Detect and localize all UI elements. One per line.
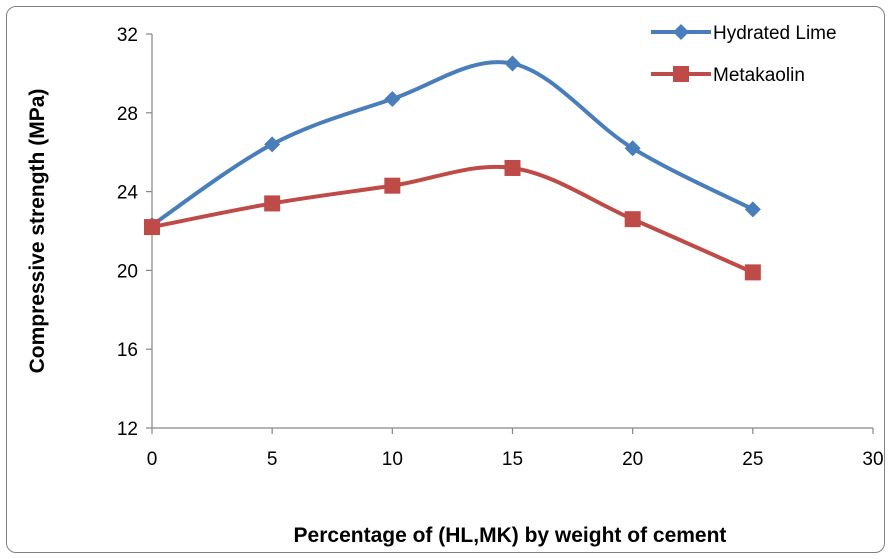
y-tick-label: 16	[117, 340, 138, 361]
y-tick-label: 20	[117, 261, 138, 282]
y-axis-ticks: 12 16 20 24 28 32	[117, 25, 152, 440]
legend-item-hydrated-lime: Hydrated Lime	[651, 23, 837, 44]
data-point-metakaolin	[144, 219, 160, 236]
data-point-hydrated-lime	[264, 136, 281, 153]
data-point-metakaolin	[384, 177, 401, 194]
data-point-hydrated-lime	[384, 91, 401, 108]
x-tick-label: 0	[147, 449, 158, 470]
x-tick-label: 30	[862, 449, 883, 470]
data-point-metakaolin	[504, 159, 521, 176]
legend-item-metakaolin: Metakaolin	[651, 65, 805, 86]
series-hydrated-lime	[144, 55, 761, 234]
x-tick-label: 10	[382, 449, 403, 470]
data-point-hydrated-lime	[744, 201, 761, 218]
y-tick-label: 28	[117, 104, 138, 125]
legend-marker-hydrated-lime	[673, 24, 689, 40]
data-point-hydrated-lime	[504, 55, 521, 72]
data-point-metakaolin	[624, 211, 641, 228]
y-tick-label: 12	[117, 419, 138, 440]
series-layer	[144, 55, 761, 281]
series-line-hydrated-lime	[150, 60, 754, 227]
legend-marker-metakaolin	[673, 66, 689, 82]
y-axis-title: Compressive strength (MPa)	[26, 89, 49, 374]
series-metakaolin	[144, 159, 761, 281]
x-tick-label: 5	[267, 449, 278, 470]
legend-label-metakaolin: Metakaolin	[713, 65, 805, 86]
y-tick-label: 24	[117, 183, 139, 204]
legend-label-hydrated-lime: Hydrated Lime	[713, 23, 837, 44]
x-tick-label: 15	[502, 449, 523, 470]
legend: Hydrated Lime Metakaolin	[651, 23, 837, 86]
x-axis-ticks: 0 5 10 15 20 25 30	[147, 428, 884, 470]
data-point-metakaolin	[744, 264, 761, 281]
x-tick-label: 20	[622, 449, 643, 470]
series-line-metakaolin	[151, 164, 754, 275]
data-point-metakaolin	[264, 195, 281, 212]
x-axis-title: Percentage of (HL,MK) by weight of cemen…	[294, 524, 727, 547]
x-tick-label: 25	[742, 449, 763, 470]
axes	[151, 34, 873, 429]
data-point-hydrated-lime	[624, 140, 641, 157]
y-tick-label: 32	[117, 25, 138, 46]
